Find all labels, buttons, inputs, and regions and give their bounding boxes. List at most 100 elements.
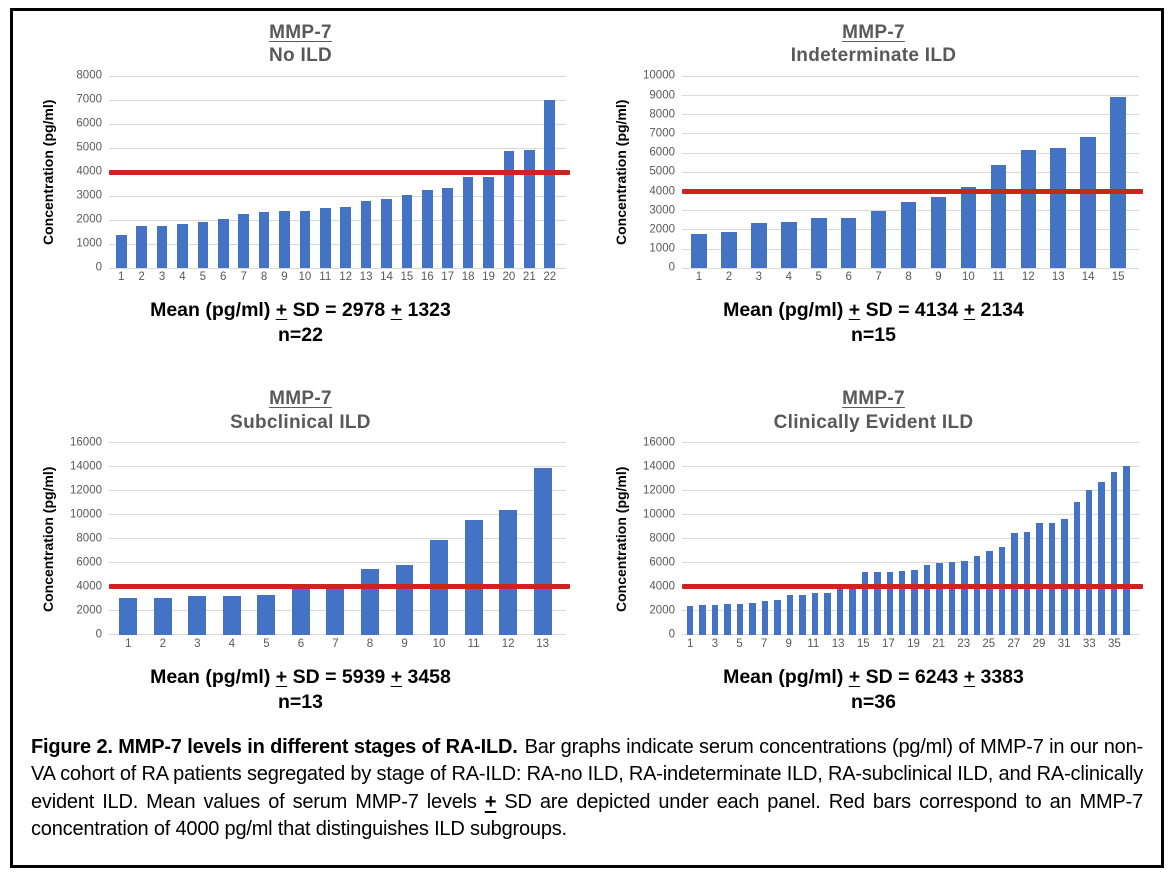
x-tick-label — [696, 639, 708, 654]
bar — [462, 177, 474, 269]
plus-minus-sign: + — [390, 665, 403, 688]
x-tick-label: 14 — [1081, 271, 1095, 284]
chart-subtitle: Subclinical ILD — [230, 411, 371, 433]
bar — [442, 187, 453, 269]
gridline — [682, 634, 1139, 636]
chart-area: Concentration (pg/ml) 0 2000 4000 6000 8000 1… — [608, 436, 1143, 654]
x-axis-tick-labels: 1 2 3 4 5 6 7 8 9 10 11 12 13 14 15 — [682, 272, 1139, 287]
x-tick-label: 7 — [240, 271, 247, 284]
bar — [961, 560, 968, 635]
chart-title-block: MMP-7 No ILD — [35, 21, 566, 67]
bar-cell — [417, 76, 437, 269]
figure-caption: Figure 2. MMP-7 levels in different stag… — [31, 734, 1143, 844]
y-axis-tick-labels: 0 1000 2000 3000 4000 5000 6000 7000 8000 — [61, 70, 109, 273]
gridline — [682, 514, 1139, 516]
x-tick-label: 1 — [695, 271, 703, 284]
bar — [990, 164, 1007, 269]
gridline — [109, 514, 566, 516]
y-tick-label: 2000 — [649, 603, 675, 616]
bar-cell — [519, 76, 539, 269]
x-tick-label: 16 — [420, 271, 434, 284]
bar — [849, 584, 856, 635]
bar — [1110, 471, 1118, 635]
x-tick-label: 19 — [907, 637, 920, 650]
x-tick-label: 25 — [982, 637, 996, 650]
bar-cell — [1008, 443, 1020, 635]
bar — [299, 210, 311, 269]
bar-cell — [318, 443, 353, 635]
bar-cell — [146, 443, 181, 635]
y-tick-label: 14000 — [643, 459, 675, 472]
chart-area: Concentration (pg/ml) 0 1000 2000 3000 4000 5… — [35, 70, 570, 287]
y-tick-label: 0 — [668, 627, 675, 640]
bar — [340, 207, 351, 269]
x-tick-label: 15 — [856, 637, 870, 650]
x-tick-label: 10 — [298, 271, 312, 284]
plus-minus-sign: + — [275, 665, 288, 688]
bar-cell — [958, 443, 970, 635]
bar — [279, 210, 290, 269]
bar — [874, 571, 881, 635]
x-tick-label: 31 — [1057, 637, 1071, 650]
x-tick-label: 9 — [281, 271, 288, 284]
bar-cell — [1043, 76, 1073, 269]
bar-cell — [983, 443, 995, 635]
bar — [1123, 465, 1130, 635]
bar — [136, 226, 147, 269]
bar — [836, 584, 844, 635]
x-tick-label — [770, 639, 782, 654]
bar — [401, 195, 413, 269]
plot-area — [109, 442, 570, 636]
y-tick-label: 7000 — [649, 127, 675, 140]
bar — [691, 233, 707, 269]
n-label: n=36 — [851, 690, 896, 713]
bar-cell — [249, 443, 284, 635]
x-tick-label: 1 — [686, 637, 694, 650]
bar — [721, 231, 737, 269]
bar-cell — [213, 76, 233, 269]
gridline — [109, 243, 566, 245]
x-tick-label: 5 — [199, 271, 207, 284]
gridline — [682, 133, 1139, 135]
chart-panel-indeterminate-ild: MMP-7 Indeterminate ILD Concentration (p… — [604, 21, 1143, 347]
bar — [1073, 501, 1080, 635]
bar — [923, 564, 931, 635]
bar-series — [684, 443, 1133, 635]
y-tick-label: 4000 — [76, 165, 102, 178]
chart-title: MMP-7 — [269, 22, 332, 43]
bar-cell — [111, 76, 131, 269]
y-tick-label: 8000 — [76, 531, 102, 544]
bar — [395, 565, 414, 635]
bar-cell — [721, 443, 733, 635]
y-axis-title: Concentration (pg/ml) — [40, 99, 56, 246]
gridline — [109, 562, 566, 564]
bar-cell — [771, 443, 783, 635]
x-tick-label: 7 — [875, 271, 882, 284]
bar-cell — [894, 76, 924, 269]
bar — [973, 556, 981, 635]
mean-sd-label: Mean (pg/ml) + SD = 5939 + 3458 — [150, 665, 451, 688]
gridline — [109, 123, 566, 125]
gridline — [109, 219, 566, 221]
gridline — [109, 147, 566, 149]
gridline — [109, 466, 566, 468]
bar-cell — [215, 443, 250, 635]
bar-cell — [356, 76, 376, 269]
bar-cell — [696, 443, 708, 635]
y-tick-label: 4000 — [649, 579, 675, 592]
bar — [761, 600, 769, 635]
bar — [503, 150, 515, 269]
x-tick-label: 8 — [260, 271, 268, 284]
x-tick-label: 14 — [380, 271, 393, 284]
bar-cell — [946, 443, 958, 635]
x-tick-label: 17 — [881, 637, 895, 650]
bar — [499, 509, 518, 635]
x-tick-label: 15 — [400, 271, 414, 284]
bar-cell — [1103, 76, 1133, 269]
bar-cell — [908, 443, 920, 635]
bar — [1086, 489, 1093, 635]
bar — [188, 596, 207, 635]
bar-cell — [376, 76, 396, 269]
bar-cell — [295, 76, 315, 269]
gridline — [109, 490, 566, 492]
